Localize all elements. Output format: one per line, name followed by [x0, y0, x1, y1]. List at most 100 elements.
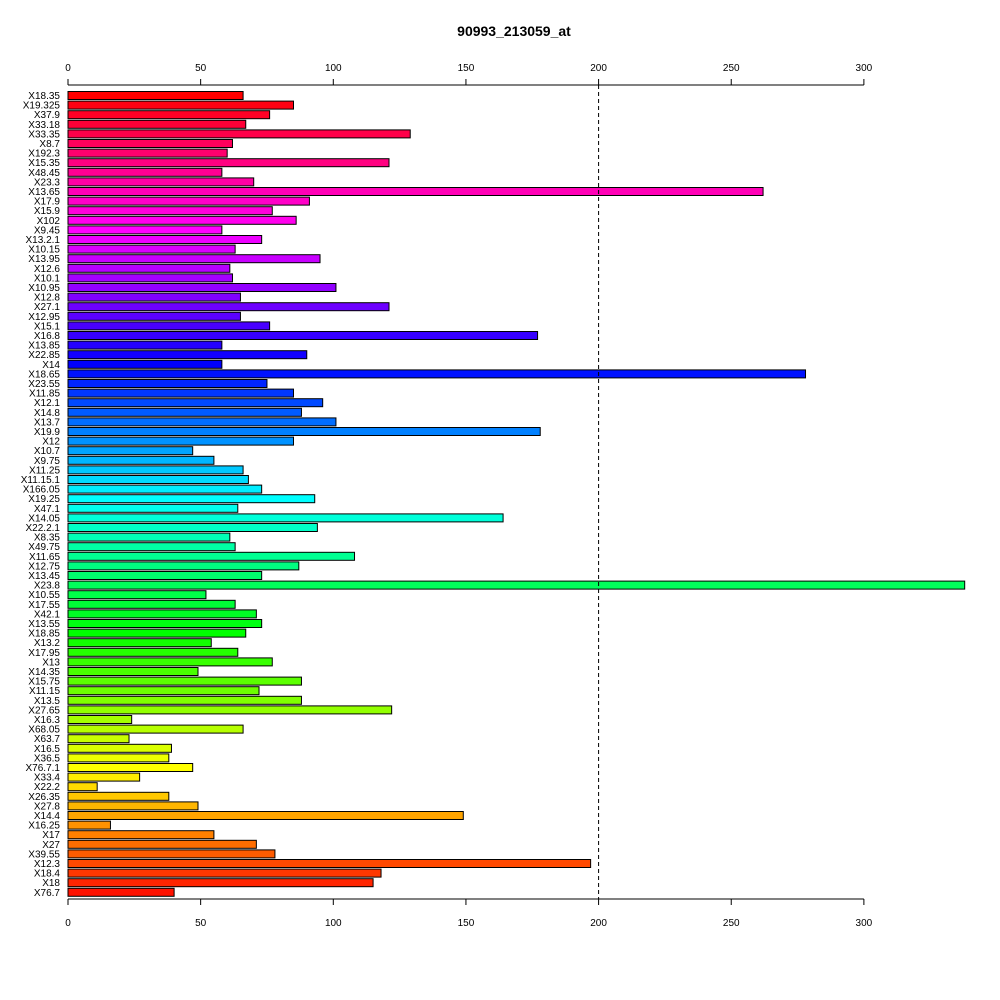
category-labels-group: X18.35X19.325X37.9X33.18X33.35X8.7X192.3… [21, 91, 61, 899]
category-label: X16.8 [34, 331, 61, 342]
category-label: X12.8 [34, 293, 61, 304]
bar [67, 801, 199, 811]
bar [67, 503, 239, 513]
top-axis-tick-label: 200 [590, 63, 607, 74]
bar [67, 215, 297, 225]
bars-group [67, 91, 966, 897]
category-label: X10.1 [34, 273, 61, 284]
category-label: X16.3 [34, 715, 61, 726]
bar [67, 283, 337, 292]
category-label: X23.8 [34, 581, 61, 592]
bar [67, 379, 268, 388]
bar [67, 187, 764, 196]
category-label: X23.3 [34, 177, 61, 188]
category-label: X13.85 [28, 341, 60, 352]
bottom-axis-tick-label: 100 [325, 918, 342, 929]
bar [67, 743, 172, 753]
bar [67, 235, 263, 244]
category-label: X102 [37, 216, 61, 227]
bar [67, 148, 228, 158]
category-label: X14 [42, 360, 60, 371]
category-label: X8.7 [39, 139, 60, 150]
category-label: X22.2 [34, 782, 61, 793]
category-label: X18 [42, 878, 60, 889]
category-label: X36.5 [34, 753, 61, 764]
category-label: X47.1 [34, 504, 61, 515]
category-label: X13.65 [28, 187, 60, 198]
category-label: X63.7 [34, 734, 61, 745]
category-label: X13.5 [34, 696, 61, 707]
chart-title: 90993_213059_at [457, 23, 571, 39]
bar [67, 369, 807, 379]
bottom-axis: 0 50 100 150 200 250 300 [65, 898, 873, 929]
category-label: X166.05 [23, 485, 61, 496]
bar [67, 475, 249, 484]
category-label: X68.05 [28, 725, 60, 736]
category-label: X14.4 [34, 811, 61, 822]
bar [67, 532, 231, 542]
category-label: X17 [42, 830, 60, 841]
category-label: X22.85 [28, 350, 60, 361]
bar [67, 446, 194, 456]
bar [67, 139, 233, 148]
bar [67, 657, 273, 667]
bar [67, 273, 233, 283]
bar [67, 571, 263, 580]
bar [67, 715, 133, 724]
top-axis: 0 50 100 150 200 250 300 [65, 63, 873, 86]
bar [67, 254, 321, 264]
category-label: X19.9 [34, 427, 61, 438]
bar [67, 321, 271, 331]
category-label: X13.2.1 [26, 235, 61, 246]
category-label: X17.95 [28, 648, 60, 659]
bar [67, 811, 464, 820]
bar [67, 398, 324, 408]
category-label: X15.35 [28, 158, 60, 169]
bar [67, 350, 308, 360]
bar [67, 590, 207, 600]
bar [67, 311, 241, 321]
category-label: X9.45 [34, 225, 61, 236]
category-label: X12.1 [34, 398, 61, 409]
bar [67, 263, 231, 273]
category-label: X11.85 [29, 389, 60, 400]
category-label: X14.35 [28, 667, 60, 678]
bar [67, 244, 236, 254]
category-label: X27.8 [34, 801, 61, 812]
bar [67, 849, 276, 859]
category-label: X12.3 [34, 859, 61, 870]
category-label: X8.35 [34, 533, 61, 544]
bar [67, 129, 411, 139]
bar [67, 523, 318, 532]
category-label: X13 [42, 657, 60, 668]
category-label: X11.15 [29, 686, 60, 697]
bar [67, 763, 194, 772]
category-label: X23.55 [28, 379, 60, 390]
top-axis-tick-label: 100 [325, 63, 342, 74]
bottom-axis-tick-label: 200 [590, 918, 607, 929]
bar [67, 551, 356, 561]
category-label: X12.75 [28, 561, 60, 572]
bar [67, 705, 393, 715]
category-label: X11.65 [29, 552, 60, 563]
category-label: X42.1 [34, 609, 61, 620]
category-label: X14.8 [34, 408, 61, 419]
category-label: X9.75 [34, 456, 61, 467]
category-label: X16.25 [28, 821, 60, 832]
bar [67, 782, 98, 792]
bar [67, 734, 130, 744]
category-label: X17.55 [28, 600, 60, 611]
bar [67, 359, 223, 369]
bar [67, 830, 215, 840]
bar [67, 695, 302, 705]
category-label: X18.4 [34, 869, 61, 880]
top-axis-tick-label: 150 [458, 63, 475, 74]
bar [67, 619, 263, 628]
bar [67, 561, 300, 571]
bar [67, 868, 382, 878]
category-label: X18.65 [28, 369, 60, 380]
bar [67, 609, 257, 619]
bar [67, 427, 541, 436]
bar [67, 638, 212, 648]
category-label: X192.3 [28, 149, 60, 160]
